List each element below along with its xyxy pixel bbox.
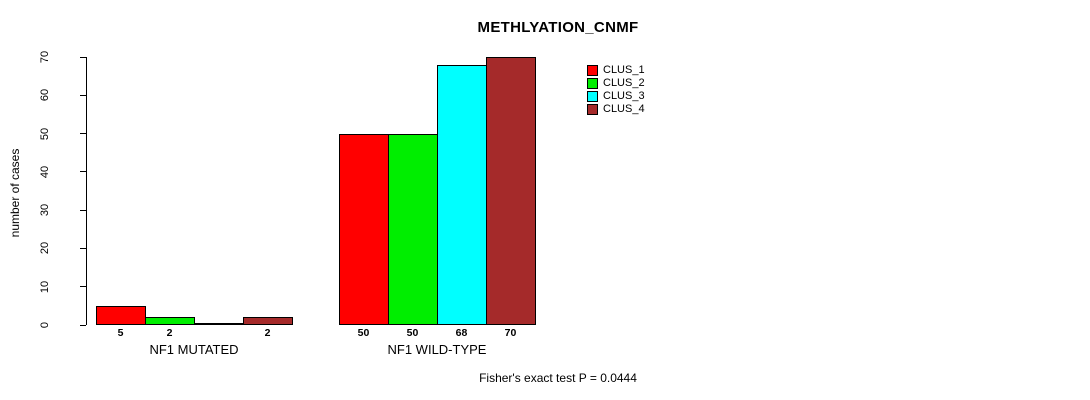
y-tick-label-0: 0 [39, 321, 51, 329]
legend-label-clus-4: CLUS_4 [603, 103, 645, 115]
bar-clus-3-nf1-wild-type [437, 65, 487, 325]
y-tick-60 [80, 94, 86, 96]
legend-item-clus-4: CLUS_4 [587, 103, 645, 115]
legend-label-clus-2: CLUS_2 [603, 77, 645, 89]
y-tick-20 [80, 247, 86, 249]
y-tick-label-70: 70 [39, 50, 51, 64]
stat-test-caption: Fisher's exact test P = 0.0444 [479, 371, 637, 385]
legend-item-clus-3: CLUS_3 [587, 90, 645, 102]
bar-value-label-clus-4-nf1-mutated: 2 [264, 327, 271, 339]
bar-value-label-clus-3-nf1-wild-type: 68 [455, 327, 468, 339]
y-axis-line [86, 57, 87, 325]
chart-title: METHLYATION_CNMF [477, 19, 639, 36]
bar-clus-1-nf1-wild-type [339, 134, 389, 325]
legend-item-clus-2: CLUS_2 [587, 77, 645, 89]
legend-label-clus-3: CLUS_3 [603, 90, 645, 102]
y-tick-label-20: 20 [39, 242, 51, 255]
legend-swatch-clus-4 [587, 103, 598, 115]
bar-clus-2-nf1-mutated [145, 317, 195, 325]
legend: CLUS_1 CLUS_2 CLUS_3 CLUS_4 [587, 64, 645, 117]
legend-swatch-clus-1 [587, 64, 598, 76]
y-tick-0 [80, 324, 86, 326]
bar-value-label-clus-2-nf1-mutated: 2 [166, 327, 173, 339]
bar-clus-2-nf1-wild-type [388, 134, 438, 325]
y-tick-70 [80, 56, 86, 58]
y-tick-40 [80, 171, 86, 173]
legend-item-clus-1: CLUS_1 [587, 64, 645, 76]
y-tick-label-10: 10 [39, 280, 51, 293]
bar-value-label-clus-1-nf1-wild-type: 50 [357, 327, 370, 339]
y-axis-label: number of cases [8, 148, 22, 238]
y-tick-label-60: 60 [39, 89, 51, 102]
legend-swatch-clus-3 [587, 90, 598, 102]
y-tick-label-30: 30 [39, 204, 51, 217]
legend-swatch-clus-2 [587, 77, 598, 89]
bar-value-label-clus-4-nf1-wild-type: 70 [504, 327, 517, 339]
category-label-nf1-wild-type: NF1 WILD-TYPE [387, 342, 487, 357]
legend-label-clus-1: CLUS_1 [603, 64, 645, 76]
bar-clus-4-nf1-wild-type [486, 57, 536, 325]
bar-value-label-clus-2-nf1-wild-type: 50 [406, 327, 419, 339]
y-tick-50 [80, 133, 86, 135]
bar-clus-1-nf1-mutated [96, 306, 146, 325]
bar-clus-3-nf1-mutated [194, 323, 244, 325]
bar-value-label-clus-1-nf1-mutated: 5 [117, 327, 124, 339]
category-label-nf1-mutated: NF1 MUTATED [149, 342, 239, 357]
y-tick-label-50: 50 [39, 127, 51, 140]
bar-clus-4-nf1-mutated [243, 317, 293, 325]
y-tick-label-40: 40 [39, 165, 51, 178]
y-tick-30 [80, 209, 86, 211]
y-tick-10 [80, 286, 86, 288]
